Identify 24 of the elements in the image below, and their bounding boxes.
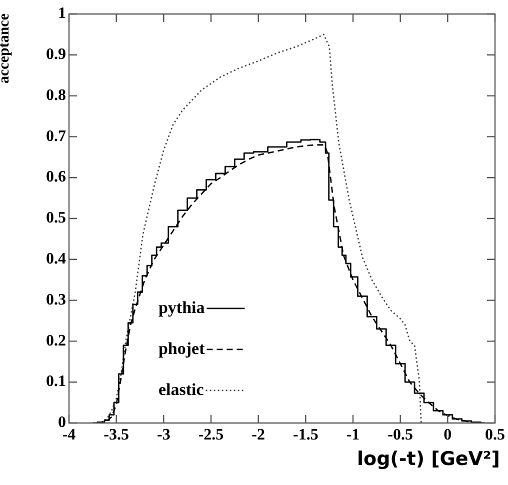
x-tick-label: -3 bbox=[157, 426, 170, 444]
y-tick-label: 0.2 bbox=[46, 332, 66, 350]
y-tick-label: 0.1 bbox=[46, 373, 66, 390]
x-tick-label: -0.5 bbox=[388, 426, 413, 444]
legend-label: pythia bbox=[158, 298, 206, 317]
y-tick-label: 0.4 bbox=[46, 250, 66, 268]
y-axis-title: acceptance bbox=[0, 14, 14, 84]
x-axis-title: log(-t) [GeV²] bbox=[357, 448, 500, 470]
x-tick-label: 0.5 bbox=[485, 426, 505, 444]
y-tick-label: 1 bbox=[58, 5, 66, 22]
legend-label: elastic bbox=[158, 380, 204, 399]
x-tick-label: -2 bbox=[252, 426, 265, 444]
x-tick-label: 0 bbox=[444, 426, 452, 444]
y-tick-label: 0.9 bbox=[46, 46, 66, 64]
y-tick-label: 0.5 bbox=[46, 210, 66, 227]
x-tick-label: -1 bbox=[346, 426, 360, 444]
y-tick-label: 0.7 bbox=[46, 128, 66, 145]
x-tick-label: -1.5 bbox=[293, 426, 318, 444]
legend-label: phojet bbox=[158, 338, 206, 358]
y-tick-label: 0.3 bbox=[46, 291, 66, 308]
y-tick-label: 0.8 bbox=[46, 86, 66, 104]
x-tick-label: -2.5 bbox=[198, 426, 224, 444]
x-tick-label: -3.5 bbox=[104, 426, 129, 444]
y-tick-label: 0.6 bbox=[46, 168, 66, 186]
